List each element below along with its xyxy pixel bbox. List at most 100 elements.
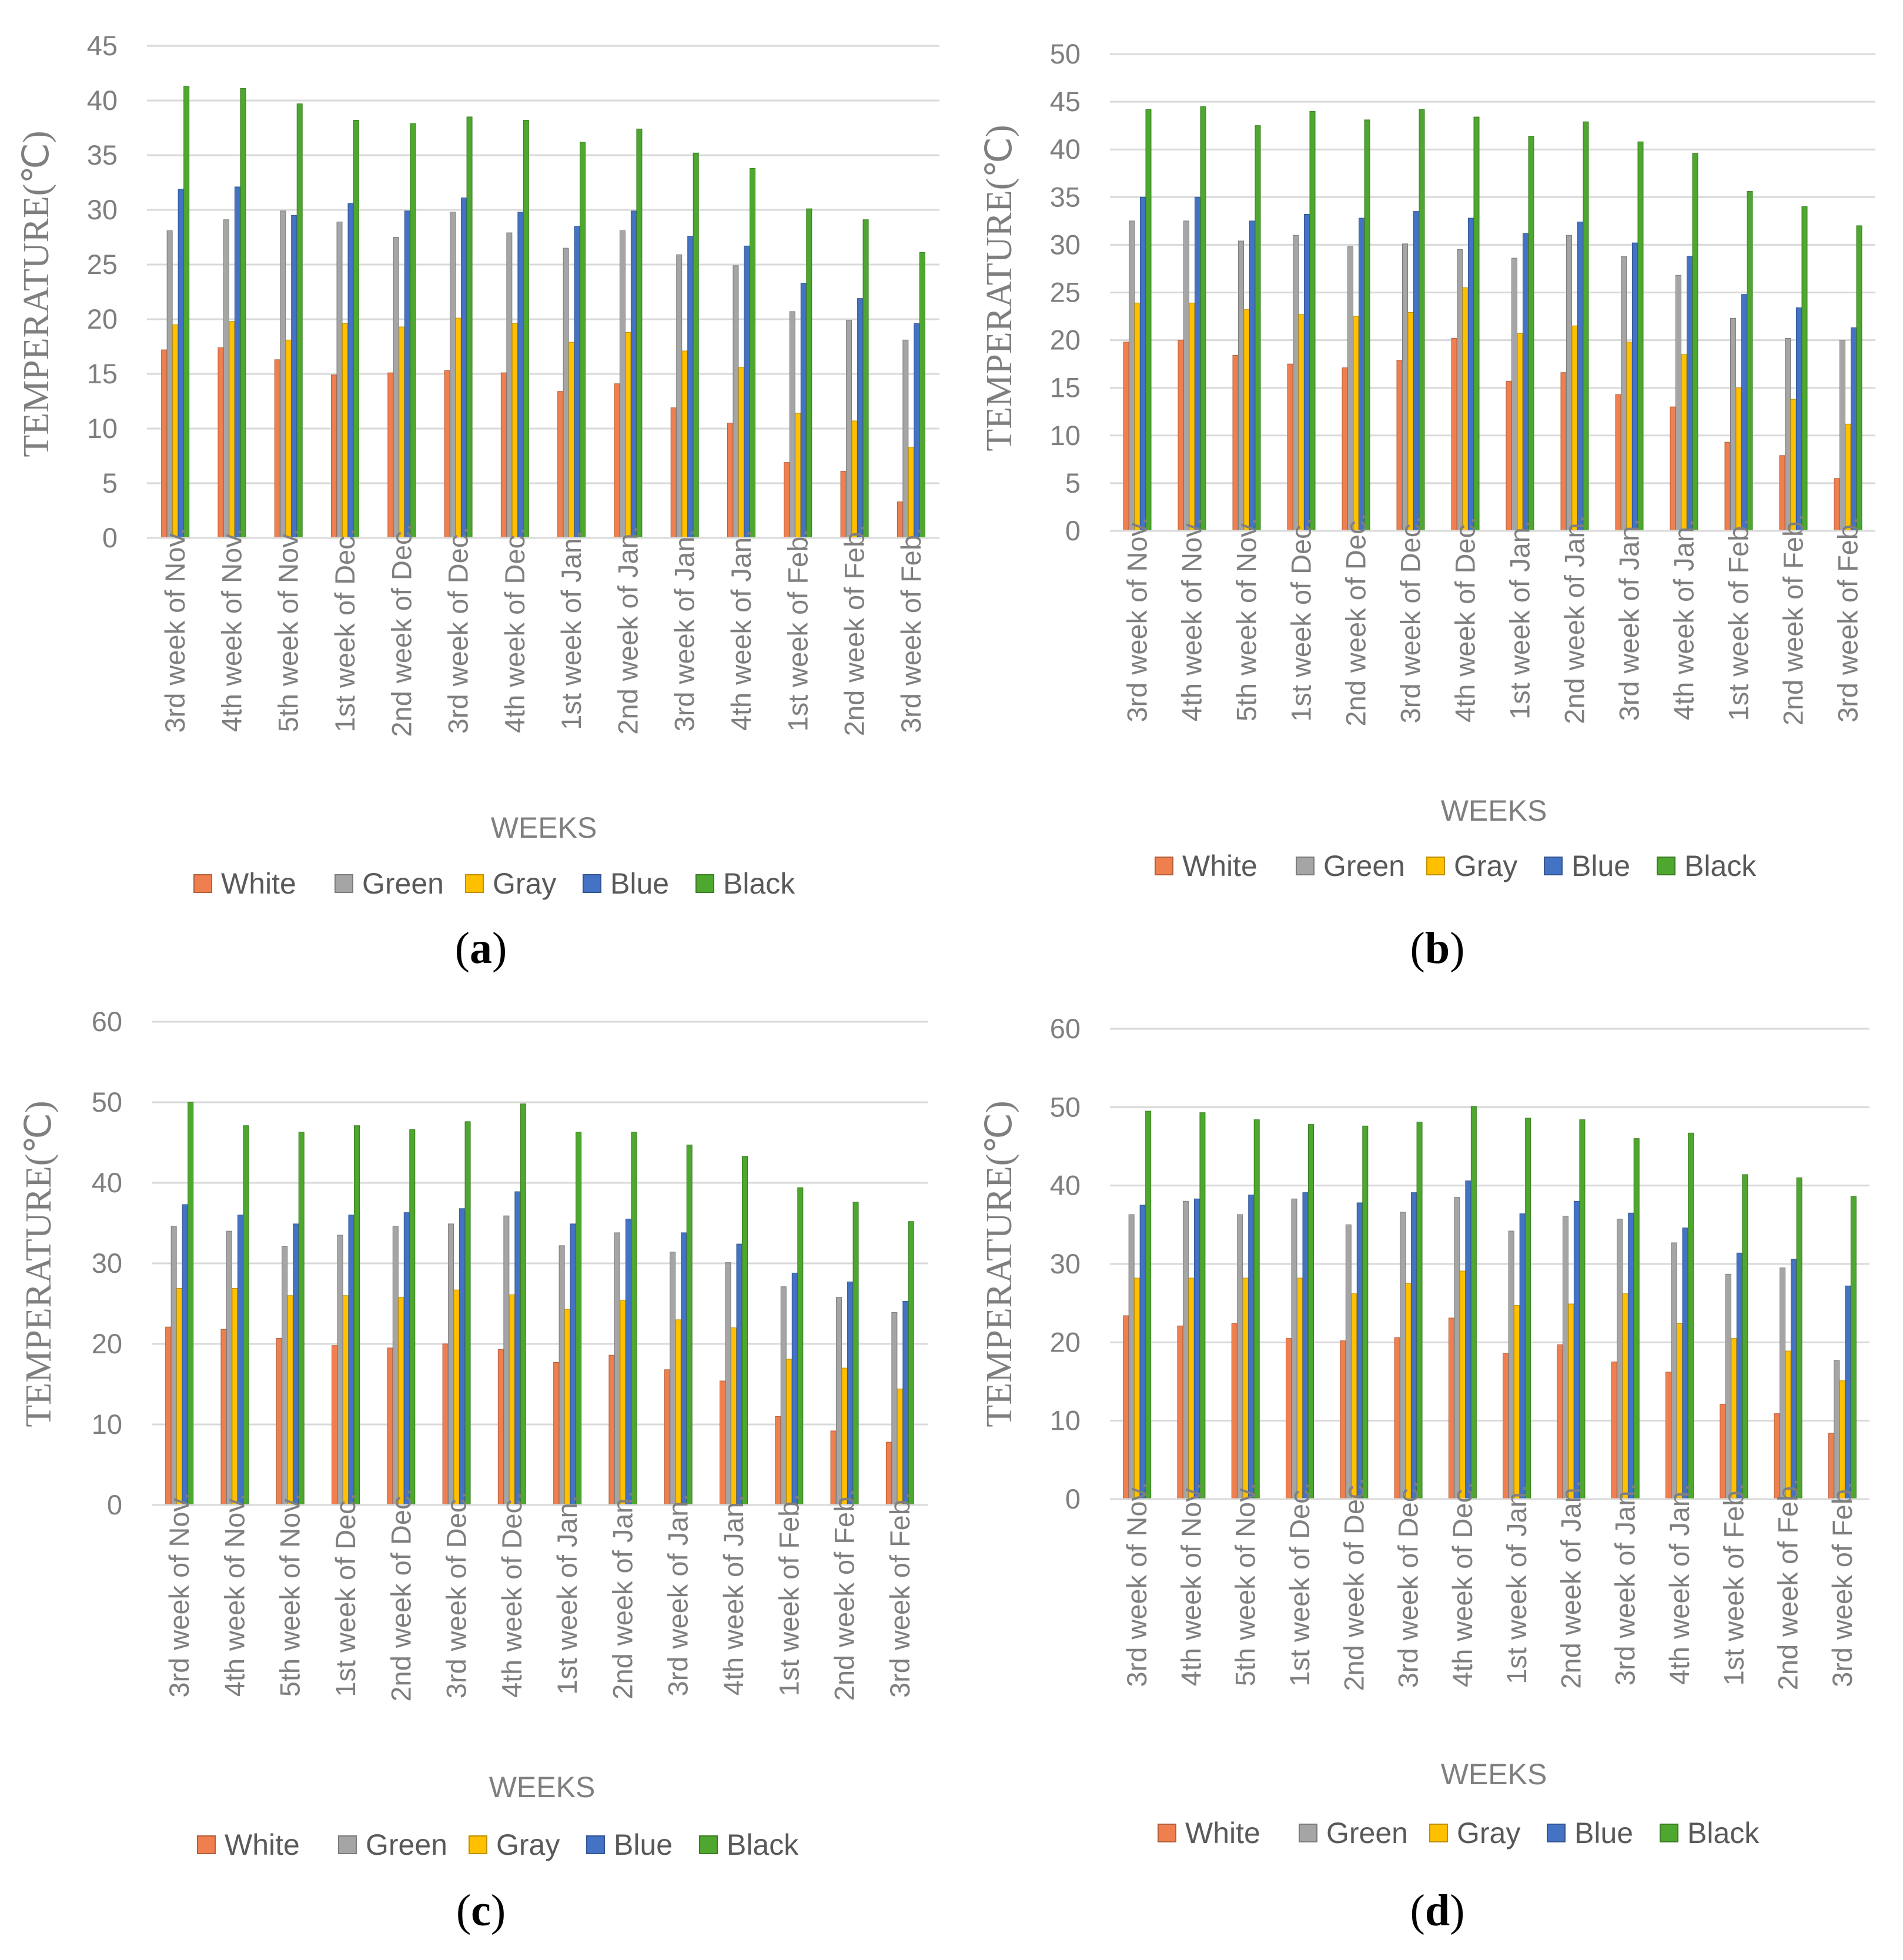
x-tick-label: 4th week of Jan. [1668, 519, 1700, 720]
bar-blue [1682, 1227, 1688, 1500]
bar-blue [1249, 220, 1255, 531]
bar-black [296, 103, 303, 539]
legend-label-black: Black [1684, 849, 1757, 882]
x-tick-label: 2nd week of Feb. [1778, 514, 1809, 726]
bar-black [1579, 1119, 1586, 1500]
bar-gray [908, 447, 914, 539]
y-tick-label: 60 [1050, 1013, 1081, 1044]
legend-swatch-blue [1544, 857, 1563, 875]
x-tick-label: 1st week of Dec. [1284, 1482, 1315, 1686]
bar-gray [1134, 1277, 1141, 1500]
legend-swatch-black [1660, 1824, 1678, 1842]
legend-swatch-green [1299, 1824, 1317, 1842]
legend: White Green Gray Blue Black [197, 1828, 799, 1861]
bar-gray [786, 1359, 792, 1506]
legend-swatch-gray [1429, 1824, 1448, 1842]
bar-gray [1407, 312, 1414, 531]
bar-green [676, 254, 683, 539]
bar-black [1308, 1124, 1314, 1500]
bar-green [1400, 1212, 1406, 1500]
bar-green [733, 265, 739, 539]
x-tick-label: 2nd week of Dec. [1338, 1477, 1369, 1691]
bar-black [1525, 1118, 1531, 1500]
chart-panel-b: 0 5 10 15 20 25 30 35 40 45 50 TEMPERATURE(℃) 3rd we… [979, 38, 1875, 973]
bar-black [1470, 1106, 1477, 1500]
bar-black [1688, 1132, 1694, 1500]
bar-blue [1193, 1198, 1200, 1500]
x-tick-label: 4th week of Nov. [1175, 1483, 1206, 1687]
bar-green [1291, 1198, 1297, 1500]
bar-black [523, 119, 529, 539]
bar-black [410, 123, 416, 539]
legend-swatch-green [338, 1835, 357, 1854]
bar-white [387, 1347, 393, 1506]
y-axis-title: TEMPERATURE(℃) [16, 131, 56, 457]
legend-swatch-blue [586, 1835, 605, 1854]
x-tick-label: 4th week of Jan. [718, 1494, 749, 1695]
y-tick-label: 45 [87, 30, 118, 61]
bar-blue [744, 245, 750, 539]
bar-black [742, 1156, 748, 1506]
bar-blue [902, 1300, 909, 1506]
panel-label-close-paren: ) [492, 924, 507, 973]
bar-green [1129, 220, 1135, 531]
panel-label: (d) [1410, 1886, 1465, 1935]
panel-label-open-paren: ( [455, 924, 470, 973]
bar-green [1347, 246, 1353, 531]
bar-gray [897, 1389, 903, 1506]
x-tick-label: 3rd week of Nov. [159, 527, 190, 733]
bar-white [276, 1337, 282, 1506]
bar-blue [514, 1191, 521, 1506]
y-tick-label: 15 [1050, 372, 1081, 403]
bar-green [614, 1232, 620, 1506]
bar-black [693, 152, 699, 539]
bar-white [220, 1329, 227, 1506]
bar-black [852, 1202, 859, 1506]
bar-green [282, 1246, 288, 1506]
bar-white [1287, 363, 1293, 531]
legend-label-green: Green [362, 867, 444, 900]
x-tick-label: 4th week of Dec. [499, 527, 530, 733]
legend-swatch-gray [465, 874, 484, 893]
y-tick-label: 35 [87, 139, 118, 170]
bar-blue [1573, 1200, 1580, 1500]
y-axis-title: TEMPERATURE(℃) [979, 125, 1019, 451]
bar-blue [459, 1208, 466, 1506]
legend-swatch-white [1155, 857, 1173, 875]
bar-gray [398, 1297, 404, 1506]
bar-gray [1785, 1350, 1791, 1500]
legend-label-green: Green [1323, 849, 1405, 882]
bar-black [409, 1129, 416, 1506]
legend: White Green Gray Blue Black [193, 867, 795, 900]
legend-swatch-white [197, 1835, 216, 1854]
bar-gray [620, 1300, 626, 1506]
bar-gray [795, 413, 801, 539]
y-tick-label: 10 [92, 1409, 122, 1440]
x-tick-label: 2nd week of Jan. [1555, 1480, 1586, 1688]
x-tick-label: 4th week of Dec. [496, 1492, 527, 1698]
y-tick-label: 50 [92, 1086, 122, 1118]
bar-gray [285, 339, 292, 539]
bar-blue [347, 203, 354, 539]
bar-white [670, 407, 677, 539]
x-tick-label: 4th week of Dec. [1450, 517, 1481, 723]
bar-gray [1188, 1277, 1195, 1500]
bar-white [1665, 1372, 1671, 1500]
bar-blue [1411, 1192, 1417, 1500]
x-tick-label: 4th week of Nov. [216, 529, 247, 733]
y-tick-label: 50 [1050, 38, 1081, 69]
bar-white [1396, 360, 1403, 531]
y-tick-label: 10 [87, 413, 118, 444]
bar-green [836, 1297, 842, 1506]
x-tick-label: 5th week of Nov. [275, 1493, 306, 1697]
legend-swatch-green [1296, 857, 1315, 875]
bar-black [1633, 1138, 1640, 1500]
legend-label-green: Green [366, 1828, 447, 1861]
y-axis-title: TEMPERATURE(℃) [979, 1101, 1019, 1427]
x-tick-label: 3rd week of Jan. [669, 529, 700, 732]
bar-green [670, 1252, 676, 1506]
bar-black [466, 116, 473, 539]
legend-label-black: Black [727, 1828, 799, 1861]
x-tick-label: 5th week of Nov. [1230, 1483, 1261, 1687]
